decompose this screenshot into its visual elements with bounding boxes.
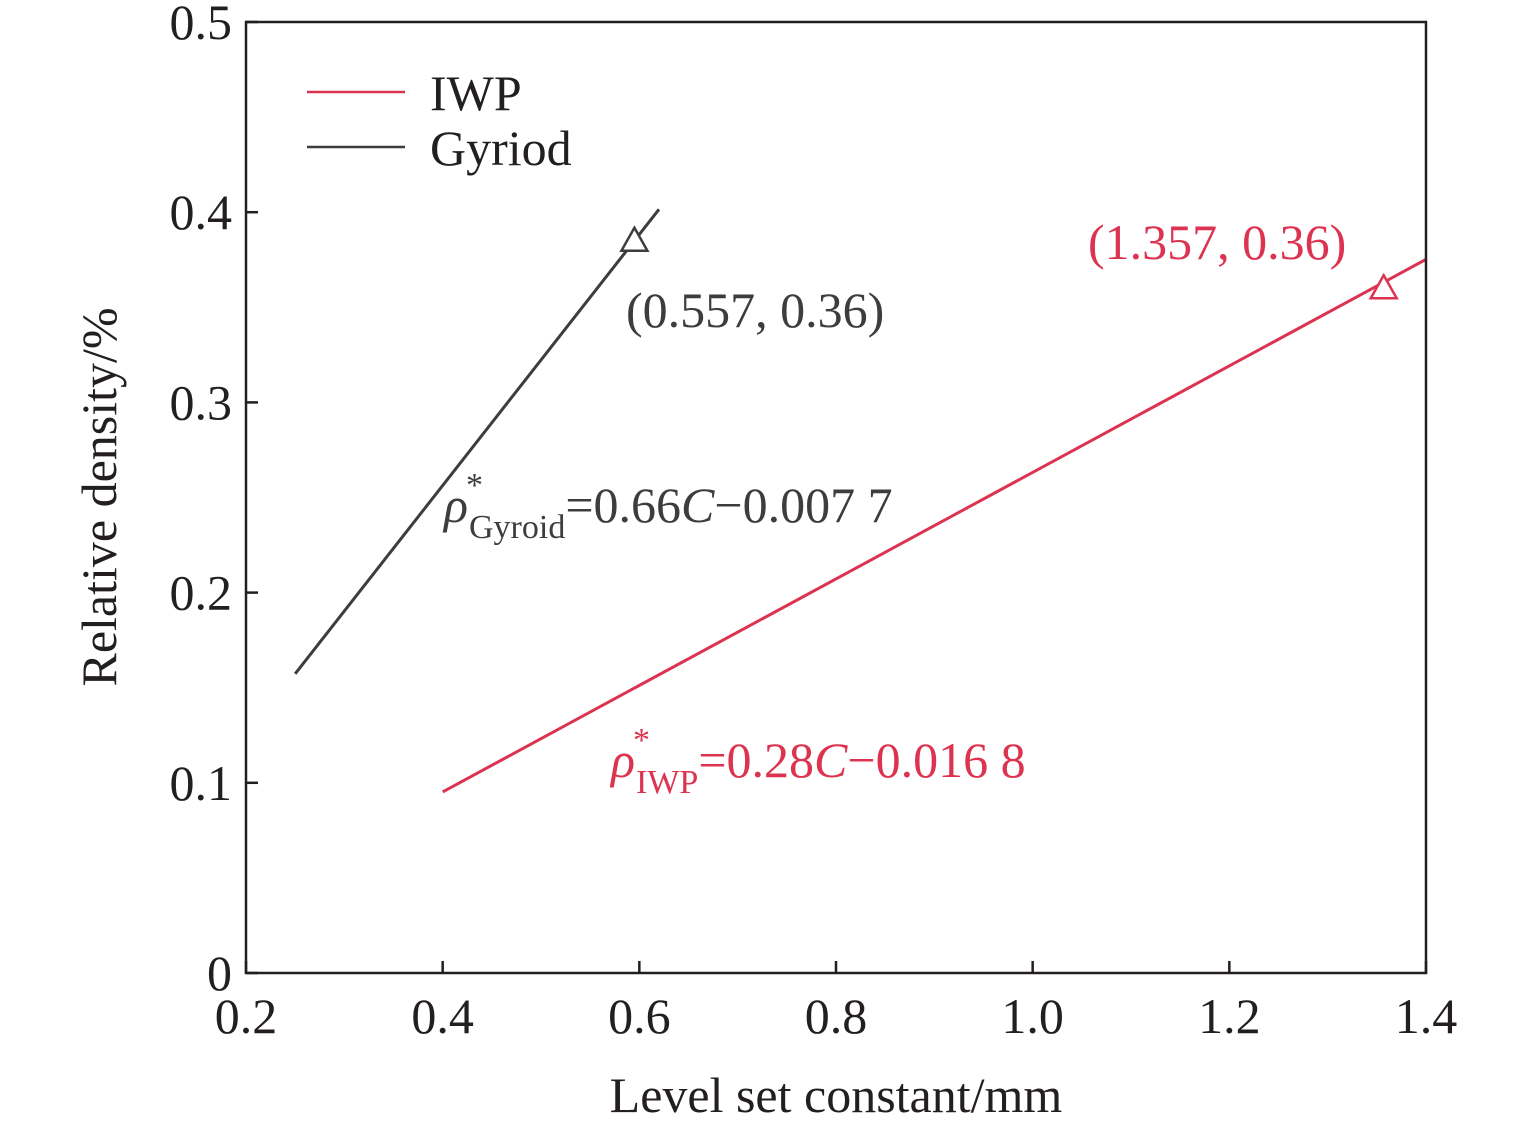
x-axis-ticks: 0.2 0.4 0.6 0.8 1.0 1.2 1.4 [215,961,1458,1044]
x-axis-title: Level set constant/mm [610,1067,1063,1123]
gyroid-eq-rhs-a: =0.66 [565,477,681,533]
iwp-eq-star: * [633,722,650,759]
gyroid-eq-subscript: Gyroid [469,509,565,546]
gyroid-eq-star: * [466,467,483,504]
y-axis-title: Relative density/% [71,307,127,686]
x-tick-label: 1.4 [1395,988,1458,1044]
iwp-eq-subscript: IWP [636,764,698,801]
iwp-point-label: (1.357, 0.36) [1088,214,1346,270]
gyroid-equation: ρ* Gyroid=0.66C−0.007 7 [442,467,893,546]
triangle-marker-iwp [1368,272,1399,300]
x-tick-label: 0.6 [608,988,671,1044]
gyriod-point-label: (0.557, 0.36) [626,282,884,338]
series-line-gyriod [293,208,661,675]
x-tick-label: 0.2 [215,988,278,1044]
y-tick-label: 0.1 [170,755,233,811]
legend-label-iwp: IWP [430,65,522,121]
legend: IWP Gyriod [307,65,572,176]
series-layer [293,208,1427,794]
gyroid-eq-var: C [681,477,715,533]
iwp-eq-rhs-a: =0.28 [698,732,814,788]
iwp-equation: ρ* IWP=0.28C−0.016 8 [609,722,1026,801]
y-axis-ticks: 0 0.1 0.2 0.3 0.4 0.5 [170,0,258,1001]
gyroid-eq-rhs-b: −0.007 7 [714,477,892,533]
y-tick-label: 0 [207,945,232,1001]
iwp-eq-rho: ρ [609,732,635,788]
y-tick-label: 0.2 [170,565,233,621]
x-tick-label: 0.8 [805,988,868,1044]
series-line-iwp [441,258,1427,794]
y-tick-label: 0.4 [170,184,233,240]
gyroid-eq-rho: ρ [442,477,468,533]
triangle-marker-gyriod [619,225,650,252]
x-tick-label: 1.0 [1001,988,1064,1044]
y-tick-label: 0.5 [170,0,233,50]
iwp-eq-var: C [814,732,848,788]
iwp-eq-rhs-b: −0.016 8 [847,732,1025,788]
y-tick-label: 0.3 [170,374,233,430]
plot-frame [244,20,1428,975]
x-tick-label: 0.4 [411,988,474,1044]
x-tick-label: 1.2 [1198,988,1261,1044]
legend-label-gyriod: Gyriod [430,120,572,176]
